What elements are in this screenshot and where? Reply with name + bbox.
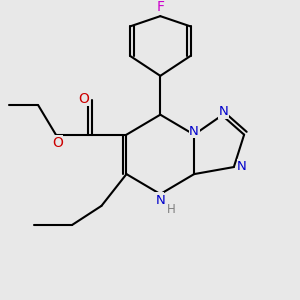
Text: N: N: [219, 105, 228, 118]
Text: N: N: [156, 194, 166, 207]
Text: N: N: [189, 125, 199, 138]
Text: H: H: [167, 203, 176, 216]
Text: F: F: [156, 0, 164, 14]
Text: O: O: [78, 92, 89, 106]
Text: O: O: [52, 136, 63, 150]
Text: N: N: [154, 193, 164, 206]
Text: N: N: [237, 160, 247, 173]
